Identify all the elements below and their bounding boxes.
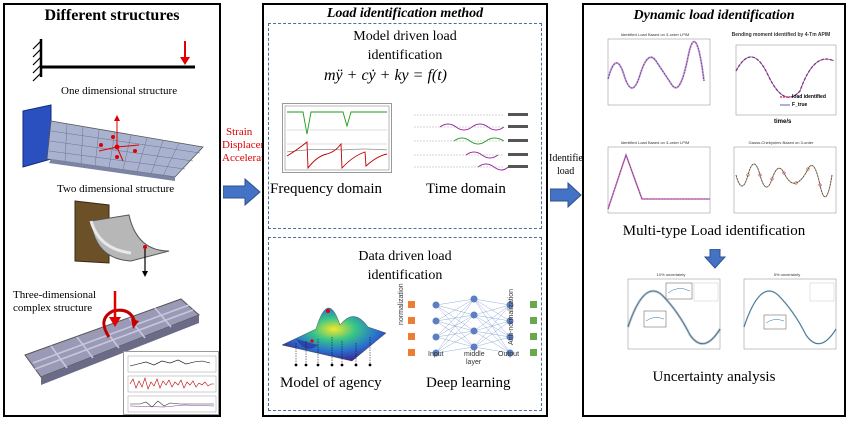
left-panel-title: Different structures <box>44 7 180 24</box>
right-panel-title: Dynamic load identification <box>633 8 795 23</box>
neural-network-diagram <box>408 295 537 357</box>
motion-equation: mÿ + cẏ + ky = f(t) <box>324 67 447 84</box>
agency-model-surface <box>281 307 387 367</box>
panel-load-identification-method: Load identification method Model driven … <box>262 3 548 417</box>
frequency-domain-plot <box>282 103 392 173</box>
accelerate-label: Accelerate <box>222 152 270 164</box>
frequency-domain-label: Frequency domain <box>270 181 383 197</box>
arrow-right-icon <box>223 178 261 206</box>
data-driven-title-line2: identification <box>367 268 443 283</box>
nn-normalization-label: normalization <box>398 283 405 325</box>
panel-dynamic-load-identification: Dynamic load identification Identified L… <box>582 3 846 417</box>
model-driven-title-line2: identification <box>367 48 443 63</box>
time-domain-plot <box>404 103 534 177</box>
result-plot-b: Bending moment identified by 4-Tm APIM l… <box>722 31 840 129</box>
model-driven-box <box>268 23 542 229</box>
nn-middle-label-line2: layer <box>466 359 482 366</box>
identified-label: Identified <box>549 153 588 164</box>
result-plot-a: Identified Load Based on 3-order LPIM <box>596 31 714 115</box>
cantilever-beam-diagram <box>32 39 195 82</box>
result-plot-d: Gauss-Chebyshev Based on 3-order <box>722 139 840 223</box>
legend-f-true: F_true <box>792 102 808 108</box>
nn-input-label: Input <box>428 351 444 358</box>
plate-structure-diagram <box>22 104 204 181</box>
strain-label: Strain <box>226 126 253 138</box>
one-dim-label: One dimensional structure <box>61 85 178 97</box>
axis-time-label: time/s <box>774 119 792 125</box>
agency-model-label: Model of agency <box>280 375 382 391</box>
uncertainty-plot-5: 5% uncertainty <box>734 271 840 359</box>
arrow-right-icon-2 <box>550 182 582 208</box>
result-plot-c: Identified Load Based on 3-order LPIM <box>596 139 714 223</box>
nn-output-label: Output <box>498 351 520 358</box>
data-driven-box <box>268 237 542 411</box>
arrow-down-icon <box>704 249 726 269</box>
nn-antinormalization-label: Anti-normalization <box>508 288 515 345</box>
middle-panel-title: Load identification method <box>326 6 484 21</box>
deep-learning-label: Deep learning <box>426 375 511 391</box>
uncertainty-plot-10: 10% uncertainty <box>618 271 724 359</box>
model-driven-title-line1: Model driven load <box>353 29 457 44</box>
data-driven-title-line1: Data driven load <box>358 249 452 264</box>
shell-structure-diagram <box>74 200 170 277</box>
two-dim-label: Two dimensional structure <box>57 183 175 195</box>
time-domain-label: Time domain <box>426 181 506 197</box>
load-label: load <box>557 166 575 177</box>
three-dim-label-line1: Three-dimensional <box>13 289 97 301</box>
three-dim-label-line2: complex structure <box>13 302 93 314</box>
strain-signal-chart <box>123 351 219 415</box>
legend-load-identified: load identified <box>792 94 826 100</box>
bridge-structure-diagram <box>24 291 200 385</box>
uncertainty-analysis-label: Uncertainty analysis <box>652 369 776 385</box>
nn-middle-label-line1: middle <box>464 351 485 358</box>
multi-type-label: Multi-type Load identification <box>622 223 806 239</box>
panel-different-structures: Different structures One dimensional str… <box>3 3 221 417</box>
